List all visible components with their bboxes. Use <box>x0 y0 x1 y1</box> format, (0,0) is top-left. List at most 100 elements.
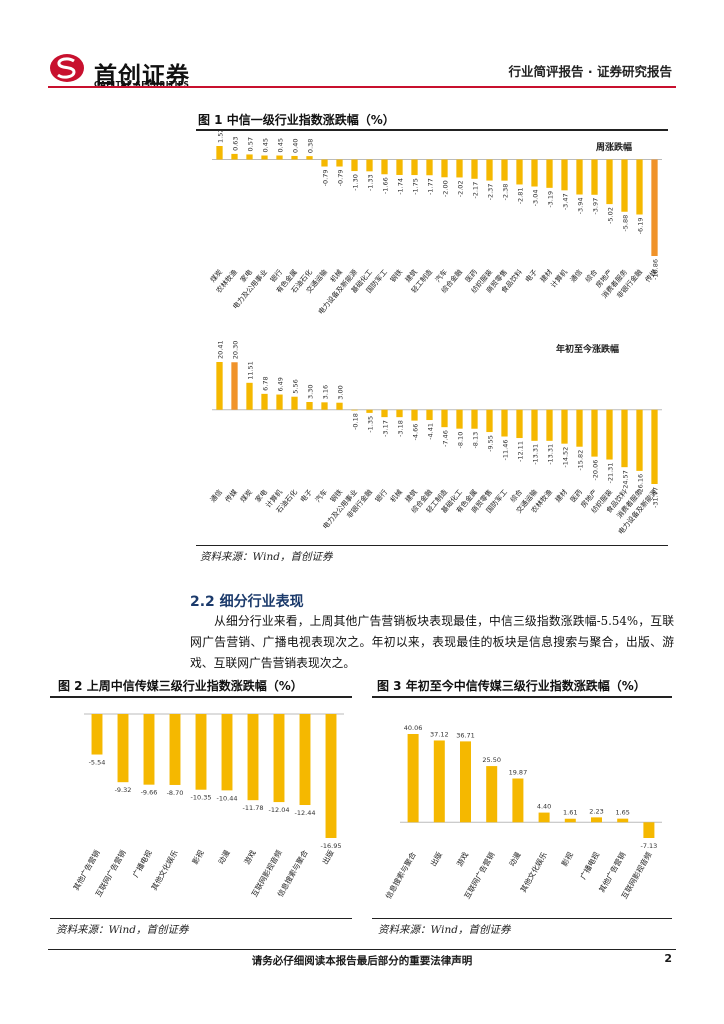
data-label: 2.23 <box>589 807 603 815</box>
report-type: 行业简评报告 · 证券研究报告 <box>508 64 672 79</box>
bar <box>216 146 223 160</box>
data-label: -15.82 <box>577 450 585 471</box>
bar <box>561 409 568 444</box>
data-label: 37.12 <box>430 730 449 738</box>
bar <box>621 409 628 468</box>
figure1-source: 资料来源：Wind，首创证券 <box>200 551 333 563</box>
data-label: 0.38 <box>307 139 315 153</box>
data-label: 0.45 <box>277 138 285 152</box>
bar <box>564 818 576 823</box>
data-label: -31.77 <box>652 487 660 508</box>
bar <box>306 402 313 410</box>
data-label: -14.52 <box>562 447 570 468</box>
data-label: -1.35 <box>367 416 375 433</box>
bar <box>231 153 238 160</box>
data-label: -2.02 <box>457 180 465 197</box>
bar <box>276 394 283 410</box>
data-label: -10.44 <box>217 794 238 802</box>
data-label: 5.56 <box>292 379 300 393</box>
category-label: 通信 <box>568 268 584 285</box>
figure1-source-rule <box>196 545 668 546</box>
bar <box>246 154 253 160</box>
data-label: 20.41 <box>217 340 225 359</box>
bar <box>546 159 553 188</box>
bar <box>396 409 403 418</box>
data-label: -20.06 <box>592 460 600 481</box>
data-label: -6.19 <box>637 218 645 235</box>
data-label: -8.10 <box>457 432 465 449</box>
data-label: -5.02 <box>607 207 615 224</box>
category-label: 游戏 <box>242 848 258 866</box>
data-label: 3.30 <box>307 385 315 399</box>
company-name-cn: 首创证券 <box>94 63 190 89</box>
data-label: -10.35 <box>191 794 212 802</box>
bar <box>291 155 298 160</box>
data-label: -2.38 <box>502 184 510 201</box>
data-label: 36.71 <box>456 731 475 739</box>
bar <box>325 714 337 838</box>
category-label: 银行 <box>373 488 389 505</box>
data-label: -3.97 <box>592 198 600 215</box>
bar <box>396 159 403 175</box>
category-label: 计算机 <box>549 268 569 290</box>
data-label: -0.79 <box>337 170 345 187</box>
category-label: 影视 <box>190 848 206 866</box>
bar <box>501 409 508 437</box>
bar <box>651 159 658 256</box>
data-label: -12.11 <box>517 441 525 462</box>
chart-ytd-industry: 年初至今涨跌幅20.41通信20.30传媒11.51煤炭6.78家电6.49计算… <box>208 340 662 536</box>
bar <box>456 159 463 178</box>
data-label: -9.66 <box>141 789 158 797</box>
bar <box>456 409 463 429</box>
data-label: -2.81 <box>517 187 525 204</box>
data-label: -11.78 <box>243 804 264 812</box>
data-label: -0.79 <box>322 170 330 187</box>
bar <box>273 714 285 803</box>
bar <box>117 714 129 783</box>
data-label: -10.86 <box>652 259 660 280</box>
bar <box>531 159 538 187</box>
data-label: -21.31 <box>607 463 615 484</box>
data-label: -3.19 <box>547 191 555 208</box>
data-label: 1.52 <box>217 130 225 143</box>
bar <box>636 409 643 471</box>
category-label: 影视 <box>559 850 575 868</box>
bar <box>411 159 418 176</box>
bar <box>231 362 238 410</box>
data-label: -1.77 <box>427 178 435 195</box>
figure2-source-rule <box>50 918 352 919</box>
category-label: 通信 <box>208 488 224 505</box>
category-label: 出版 <box>428 850 444 868</box>
bar <box>195 714 207 790</box>
data-label: -26.16 <box>637 474 645 495</box>
category-label: 其他文化娱乐 <box>518 850 549 894</box>
data-label: -1.33 <box>367 174 375 191</box>
data-label: -2.17 <box>472 182 480 199</box>
figure2-source: 资料来源：Wind，首创证券 <box>56 924 189 936</box>
chart-series-title: 年初至今涨跌幅 <box>556 343 619 355</box>
bar <box>486 159 493 181</box>
bar <box>651 409 658 484</box>
figure2-title-rule <box>50 696 352 698</box>
bar <box>486 409 493 433</box>
data-label: -7.13 <box>640 842 657 850</box>
bar <box>636 159 643 215</box>
data-label: -1.66 <box>382 177 390 194</box>
bar <box>590 817 603 823</box>
data-label: -9.55 <box>487 435 495 452</box>
category-label: 其他广告营销 <box>596 850 627 894</box>
category-label: 信息搜索与聚合 <box>383 850 418 901</box>
category-label: 广播电视 <box>578 850 602 881</box>
bar <box>321 159 328 167</box>
data-label: 40.06 <box>404 724 423 732</box>
data-label: 25.50 <box>482 756 501 764</box>
bar <box>591 409 598 457</box>
bar <box>426 409 433 421</box>
bar <box>617 818 629 823</box>
header-rule <box>48 86 676 88</box>
data-label: 0.63 <box>232 136 240 150</box>
bar <box>366 159 373 172</box>
data-label: 1.61 <box>563 809 577 817</box>
data-label: -3.04 <box>532 190 540 207</box>
data-label: -1.75 <box>412 178 420 195</box>
